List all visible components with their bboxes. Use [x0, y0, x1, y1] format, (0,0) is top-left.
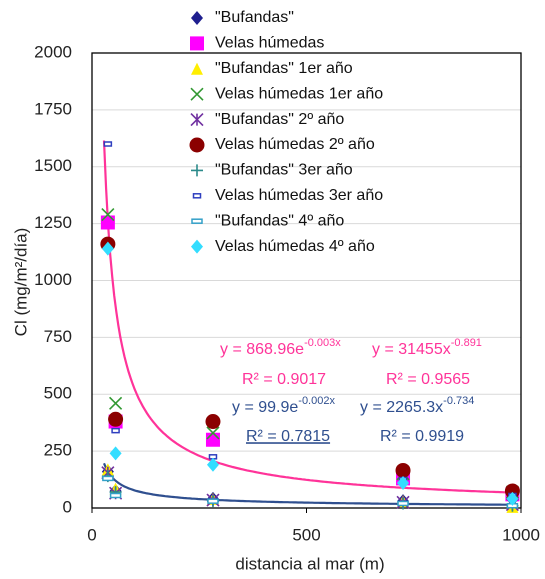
y-tick-label: 750 — [44, 327, 72, 346]
equation-exponent: -0.891 — [451, 337, 482, 349]
equation-exponent: -0.002x — [298, 395, 335, 407]
data-point — [506, 491, 519, 506]
x-tick-label: 1000 — [502, 525, 540, 544]
x-tick-label: 500 — [292, 525, 320, 544]
legend-label: Velas húmedas 2º año — [215, 136, 375, 153]
legend-label: "Bufandas" 1er año — [215, 60, 353, 77]
legend-label: "Bufandas" 3er año — [215, 162, 353, 179]
y-tick-label: 500 — [44, 384, 72, 403]
equation: y = 2265.3x-0.734 — [360, 395, 474, 416]
legend-symbol — [192, 193, 202, 199]
y-axis-label: Cl (mg/m²/día) — [11, 228, 30, 337]
data-point — [109, 396, 123, 410]
r-squared: R² = 0.9565 — [386, 371, 470, 388]
legend-label: Velas húmedas — [215, 35, 324, 52]
legend-symbol — [189, 137, 205, 153]
plot-frame — [91, 52, 522, 509]
equation-base: y = 868.96e — [220, 341, 304, 358]
data-point — [109, 446, 122, 461]
legend-label: Velas húmedas 1er año — [215, 85, 383, 102]
legend-label: Velas húmedas 4º año — [215, 238, 375, 255]
data-point — [101, 207, 115, 222]
data-point — [395, 462, 411, 478]
equation: y = 31455x-0.891 — [372, 337, 482, 358]
legend-symbol — [191, 62, 203, 75]
y-tick-label: 2000 — [34, 42, 72, 61]
equation-exponent: -0.734 — [443, 395, 474, 407]
y-tick-label: 0 — [63, 497, 72, 516]
data-point — [102, 475, 114, 482]
y-tick-label: 1500 — [34, 156, 72, 175]
data-point — [100, 215, 115, 230]
y-tick-label: 1000 — [34, 270, 72, 289]
data-point — [103, 141, 113, 147]
data-point — [108, 411, 124, 427]
y-tick-label: 1750 — [34, 99, 72, 118]
trendline — [102, 462, 513, 506]
data-point — [397, 475, 410, 490]
data-point — [101, 241, 114, 256]
equation-base: y = 31455x — [372, 341, 451, 358]
equation-exponent: -0.003x — [304, 337, 341, 349]
equation: y = 99.9e-0.002x — [232, 395, 335, 416]
legend-label: "Bufandas" 4º año — [215, 212, 344, 229]
legend-label: "Bufandas" 2º año — [215, 111, 344, 128]
data-point — [111, 427, 120, 434]
data-point — [206, 457, 219, 472]
legend-symbol — [191, 164, 203, 177]
legend-symbol — [191, 11, 203, 25]
legend-symbol — [190, 113, 204, 127]
legend-symbol — [191, 239, 203, 254]
r-squared: R² = 0.9017 — [242, 371, 326, 388]
y-tick-label: 1250 — [34, 213, 72, 232]
y-tick-label: 250 — [44, 441, 72, 460]
r-squared: R² = 0.7815 — [246, 428, 330, 445]
r-squared: R² = 0.9919 — [380, 428, 464, 445]
data-point — [205, 414, 221, 430]
data-point — [205, 432, 220, 447]
trendline — [102, 140, 513, 494]
x-tick-label: 0 — [87, 525, 96, 544]
data-point — [206, 426, 220, 440]
legend-symbol — [191, 218, 203, 224]
x-axis-label: distancia al mar (m) — [235, 554, 384, 573]
legend-label: Velas húmedas 3er año — [215, 187, 383, 204]
legend-label: "Bufandas" — [215, 9, 294, 26]
data-point — [397, 500, 409, 507]
data-point — [109, 492, 122, 499]
legend-symbol — [190, 87, 204, 101]
equation: y = 868.96e-0.003x — [220, 337, 341, 358]
equation-base: y = 99.9e — [232, 399, 298, 416]
legend-symbol — [190, 36, 204, 51]
data-point — [207, 498, 219, 504]
equation-base: y = 2265.3x — [360, 399, 443, 416]
